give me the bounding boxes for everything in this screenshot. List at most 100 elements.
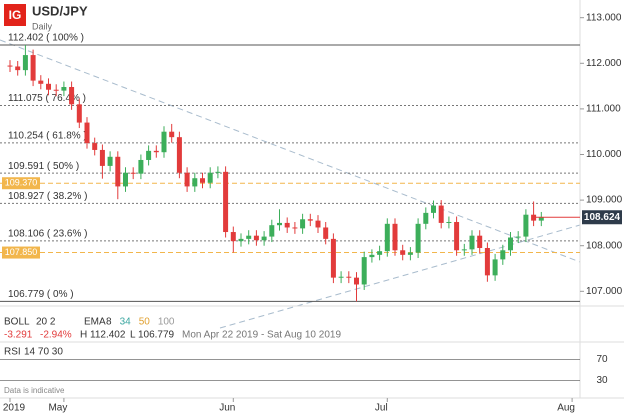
candle-body — [84, 122, 90, 144]
ema-param: 100 — [158, 317, 175, 328]
fib-label: 110.254 ( 61.8% ) — [8, 131, 87, 142]
current-price-box — [582, 210, 622, 225]
candle-body — [492, 259, 498, 276]
candle-body — [523, 214, 529, 237]
candle-body — [346, 276, 352, 278]
candle-body — [184, 172, 190, 187]
ema-param: 34 — [120, 317, 132, 328]
candle-body — [377, 251, 383, 255]
candle-body — [446, 221, 452, 223]
rsi-label: RSI — [4, 347, 21, 358]
candle-body — [292, 227, 298, 229]
candle-body — [246, 235, 252, 239]
candle-body — [361, 257, 367, 285]
candle-body — [400, 250, 406, 255]
x-tick-label: 2019 — [3, 403, 26, 414]
current-price-label: 108.624 — [584, 212, 621, 223]
ema-param: 8 — [106, 317, 112, 328]
candle-body — [223, 171, 229, 233]
y-tick-label: 110.000 — [586, 149, 622, 160]
candle-body — [76, 104, 82, 123]
logo: IG — [9, 8, 22, 22]
fib-label: 112.402 ( 100% ) — [8, 33, 84, 44]
candle-body — [138, 159, 144, 174]
chart-subtitle: Daily — [32, 21, 53, 31]
info-low: L 106.779 — [130, 330, 175, 341]
candle-body — [146, 150, 152, 160]
chart-title: USD/JPY — [32, 3, 88, 18]
fib-label: 111.075 ( 76.4% ) — [8, 93, 86, 104]
candle-body — [153, 150, 159, 153]
candle-body — [469, 235, 475, 250]
fib-label: 108.927 ( 38.2% ) — [8, 191, 88, 202]
candle-body — [484, 247, 490, 276]
candle-body — [15, 66, 21, 71]
candle-body — [300, 219, 306, 229]
candle-body — [169, 131, 175, 138]
fib-label: 109.591 ( 50% ) — [8, 161, 79, 172]
candle-body — [407, 252, 413, 255]
candle-body — [69, 87, 75, 105]
candle-body — [508, 237, 513, 251]
candle-body — [230, 232, 236, 242]
price-label: 109.370 — [5, 178, 38, 188]
candle-body — [415, 223, 421, 253]
info-boll: BOLL — [4, 317, 30, 328]
candle-body — [107, 156, 113, 166]
info-boll-params: 20 2 — [36, 317, 56, 328]
candle-body — [123, 172, 128, 187]
x-tick-label: Jul — [375, 403, 388, 414]
candle-body — [238, 238, 244, 242]
candle-body — [354, 277, 359, 285]
price-label-box — [2, 246, 40, 259]
y-tick-label: 111.000 — [586, 104, 621, 115]
y-tick-label: 112.000 — [586, 58, 622, 69]
candle-body — [323, 227, 329, 239]
note: Data is indicative — [4, 386, 65, 395]
candle-body — [130, 172, 136, 174]
info-change: -3.291 — [4, 330, 33, 341]
candle-body — [369, 254, 375, 258]
candle-body — [338, 276, 344, 278]
fib-label: 108.106 ( 23.6% ) — [8, 229, 88, 240]
candle-body — [438, 205, 444, 223]
candle-body — [330, 238, 336, 278]
candle-body — [515, 236, 521, 238]
candle-body — [461, 249, 467, 251]
candle-body — [30, 55, 36, 81]
candle-body — [277, 222, 282, 226]
y-tick-label: 113.000 — [586, 12, 622, 23]
candle-body — [431, 205, 436, 213]
candle-body — [215, 171, 221, 173]
candle-body — [115, 156, 121, 187]
info-change-pct: -2.94% — [40, 330, 72, 341]
candle-body — [500, 250, 506, 260]
candle-body — [269, 225, 275, 237]
candle-body — [392, 223, 398, 251]
info-range: Mon Apr 22 2019 - Sat Aug 10 2019 — [182, 330, 341, 341]
fib-label: 106.779 ( 0% ) — [8, 289, 74, 300]
x-tick-label: Aug — [557, 403, 575, 414]
candle-body — [384, 223, 390, 252]
candle-body — [315, 220, 321, 228]
x-tick-label: May — [48, 403, 67, 414]
candle-body — [307, 219, 313, 221]
candle-body — [161, 131, 167, 153]
candle-body — [423, 212, 429, 224]
info-ema: EMA — [84, 317, 106, 328]
candle-body — [200, 178, 205, 183]
candle-body — [261, 236, 267, 241]
candle-body — [46, 83, 51, 90]
trend-line — [0, 39, 581, 263]
info-high: H 112.402 — [80, 330, 126, 341]
price-label: 107.850 — [5, 247, 38, 257]
candle-body — [284, 222, 290, 228]
rsi-tick-label: 30 — [596, 375, 608, 386]
candle-body — [253, 235, 259, 241]
candle-body — [92, 143, 98, 150]
rsi-tick-label: 70 — [596, 354, 608, 365]
candle-body — [192, 178, 198, 187]
candle-body — [38, 80, 44, 84]
